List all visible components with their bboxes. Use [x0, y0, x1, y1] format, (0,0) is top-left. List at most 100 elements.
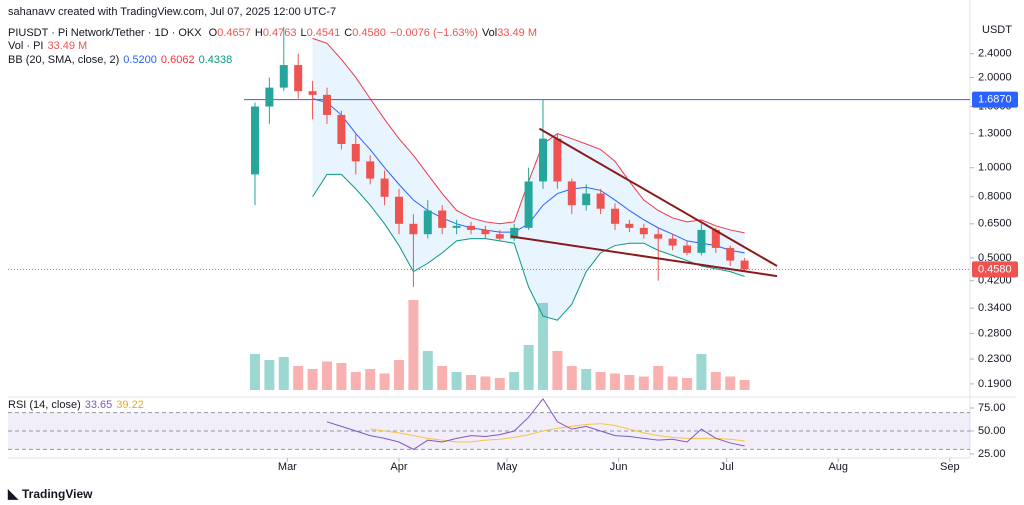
volume-bar: [696, 353, 707, 390]
bb-fill: [312, 38, 745, 321]
volume-bar: [408, 299, 419, 390]
footer-logo: ◣ TradingView: [8, 486, 96, 502]
candle-body: [351, 143, 360, 162]
y-tick-label: 0.1900: [978, 378, 1012, 390]
rsi-band: [8, 412, 970, 450]
volume-bar: [437, 365, 448, 390]
rsi-tick-label: 25.00: [978, 448, 1006, 460]
candle-body: [668, 238, 677, 246]
volume-bar: [725, 376, 736, 390]
volume-bar: [552, 350, 563, 390]
candle-body: [409, 223, 418, 235]
volume-bar: [581, 368, 592, 390]
ohlc-label: C: [344, 27, 353, 39]
candle-body: [510, 227, 519, 239]
volume-bar: [336, 362, 347, 390]
ohlc-value: 0.4657: [217, 27, 251, 39]
candle-body: [380, 178, 389, 197]
vol-total: 33.49 M: [497, 27, 537, 39]
y-tick-label: 2.0000: [978, 71, 1012, 83]
volume-bar: [667, 376, 678, 390]
vol-label: Vol: [481, 27, 498, 39]
currency: USDT: [982, 24, 1012, 36]
volume-bar: [293, 365, 304, 390]
trendline: [510, 235, 778, 278]
rsi-tick-label: 50.00: [978, 425, 1006, 437]
y-tick-label: 0.4200: [978, 275, 1012, 287]
volume-bar: [494, 377, 505, 390]
y-tick-label: 0.2300: [978, 353, 1012, 365]
volume-bar: [350, 371, 361, 390]
candle-body: [539, 138, 548, 182]
x-tick-label: Aug: [828, 461, 848, 473]
volume-bar: [739, 379, 750, 390]
volume-bar: [682, 377, 693, 390]
y-tick-label: 1.0000: [978, 162, 1012, 174]
ohlc-label: L: [300, 27, 307, 39]
candle-body: [625, 223, 634, 228]
bb-lower: 0.4338: [198, 54, 233, 66]
volume-bar: [451, 371, 462, 390]
legend-rsi: RSI (14, close) 33.65 39.22: [8, 399, 148, 411]
candle-body: [495, 234, 504, 239]
volume-bar: [321, 361, 332, 390]
footer-text: TradingView: [22, 487, 93, 501]
bb-name: BB (20, SMA, close, 2): [8, 54, 120, 66]
volume-bar: [566, 365, 577, 390]
bb-basis: 0.5200: [123, 54, 157, 66]
symbol: PIUSDT · Pi Network/Tether · 1D · OKX: [8, 27, 202, 39]
volume-bar: [393, 359, 404, 390]
candle-body: [250, 106, 259, 175]
y-tick-label: 0.2800: [978, 327, 1012, 339]
y-tick-label: 0.8000: [978, 191, 1012, 203]
x-tick-label: Jul: [720, 461, 734, 473]
change: −0.0076 (−1.63%): [389, 27, 478, 39]
volume-bar: [480, 376, 491, 390]
candle-body: [567, 181, 576, 206]
vol-name: Vol · PI: [8, 40, 44, 52]
rsi-ma-line: [370, 423, 745, 443]
candle-body: [452, 225, 461, 228]
candle-body: [740, 260, 749, 270]
logo-icon: ◣: [8, 486, 18, 501]
ohlc-label: O: [208, 27, 218, 39]
candle-body: [423, 210, 432, 235]
rsi-value: 33.65: [84, 399, 113, 411]
volume-bar: [638, 376, 649, 390]
volume-bar: [538, 302, 549, 390]
candle-body: [394, 196, 403, 224]
x-tick-label: Jun: [610, 461, 628, 473]
candle-body: [697, 229, 706, 253]
volume-bar: [422, 350, 433, 390]
volume-bar: [710, 371, 721, 390]
candle-body: [654, 234, 663, 239]
volume-bar: [523, 344, 534, 390]
candle-body: [308, 91, 317, 95]
legend-vol: Vol · PI 33.49 M: [8, 40, 91, 52]
volume-bar: [278, 356, 289, 390]
y-tick-label: 0.6500: [978, 218, 1012, 230]
candle-body: [265, 87, 274, 107]
volume-bar: [465, 374, 476, 390]
candle-body: [438, 210, 447, 228]
x-tick-label: May: [497, 461, 518, 473]
volume-bar: [624, 374, 635, 390]
y-tick-label: 1.3000: [978, 127, 1012, 139]
candle-body: [466, 225, 475, 230]
candle-body: [726, 247, 735, 261]
hline-label: 1.6870: [978, 94, 1012, 106]
y-tick-label: 2.4000: [978, 48, 1012, 60]
rsi-name: RSI (14, close): [8, 399, 81, 411]
volume-bar: [365, 368, 376, 390]
volume-bar: [653, 365, 664, 390]
candle-body: [481, 229, 490, 235]
legend-bb: BB (20, SMA, close, 2) 0.5200 0.6062 0.4338: [8, 54, 236, 66]
candle-body: [366, 161, 375, 179]
bb-upper: 0.6062: [160, 54, 195, 66]
volume-bar: [595, 371, 606, 390]
volume-bar: [379, 373, 390, 390]
candle-body: [294, 65, 303, 92]
ohlc-value: 0.4541: [306, 27, 341, 39]
